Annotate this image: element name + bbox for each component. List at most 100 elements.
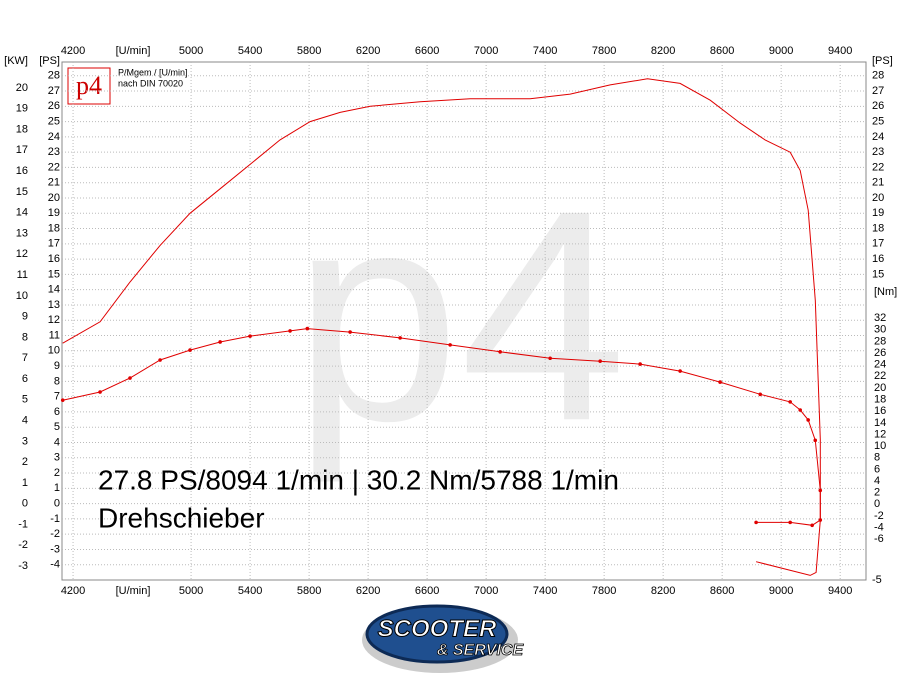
kw-axis-label: [KW] [4,55,28,67]
x-tick-label-top: 9000 [769,45,793,57]
y-tick-label: 2 [54,467,60,479]
data-point [788,400,792,404]
y-tick-label: 6 [54,406,60,418]
kw-tick-label: 19 [16,103,28,115]
nm-axis-label: [Nm] [874,286,897,298]
data-point [798,408,803,412]
x-tick-label: 8600 [710,585,734,597]
x-tick-label: 5800 [297,585,321,597]
kw-tick-label: -2 [18,539,28,551]
x-tick-label: 6600 [415,585,439,597]
y-tick-label: -4 [50,559,60,571]
y-tick-label: 7 [54,391,60,403]
kw-tick-label: 0 [22,498,28,510]
kw-tick-label: 15 [16,186,28,198]
y-tick-label: 9 [54,360,60,372]
data-point [98,390,102,394]
data-point [158,358,162,362]
x-tick-label-top: 7400 [533,45,557,57]
x-tick-label-top: 5000 [179,45,203,57]
y-tick-label: 18 [48,222,60,234]
kw-tick-label: 8 [22,331,28,343]
y-tick-label-right: 22 [872,161,884,173]
y-tick-label: 13 [48,299,60,311]
y-tick-label-right: -5 [872,574,882,586]
x-tick-label-top: 6200 [356,45,380,57]
series-line [62,328,821,526]
kw-tick-label: 10 [16,290,28,302]
y-tick-label-right: 16 [872,253,884,265]
y-tick-label-right: 23 [872,146,884,158]
kw-tick-label: 17 [16,144,28,156]
x-tick-label: 8200 [651,585,675,597]
x-tick-label: 6200 [356,585,380,597]
y-tick-label: -3 [50,543,60,555]
kw-tick-label: 1 [22,477,28,489]
y-tick-label: 22 [48,161,60,173]
kw-tick-label: 13 [16,227,28,239]
x-tick-label-top: 7000 [474,45,498,57]
legend-text: P/Mgem / [U/min] [118,67,188,77]
subtitle: Drehschieber [98,502,265,533]
data-point [60,398,65,402]
data-point [348,330,352,334]
y-tick-label: 5 [54,421,60,433]
nm-tick-label: 18 [874,393,886,405]
data-point [788,520,792,525]
y-tick-label: -1 [50,513,60,525]
kw-tick-label: 11 [17,269,28,281]
data-point [818,518,823,522]
x-tick-label-top: 8600 [710,45,734,57]
nm-tick-label: 16 [874,405,886,417]
y-tick-label: 19 [48,207,60,219]
data-point [128,376,132,380]
nm-tick-label: -6 [874,533,884,545]
y-tick-label: 16 [48,253,60,265]
y-tick-label: 11 [49,329,60,341]
ps-axis-label: [PS] [39,55,60,67]
nm-tick-label: 20 [874,382,886,394]
y-tick-label-right: 26 [872,100,884,112]
kw-tick-label: 16 [16,165,28,177]
x-tick-label-top: 7800 [592,45,616,57]
y-tick-label: 21 [48,177,60,189]
brand-badge [365,604,509,664]
nm-tick-label: 10 [874,440,886,452]
x-tick-label-top: 5800 [297,45,321,57]
y-tick-label-right: 28 [872,70,884,82]
data-point [548,356,552,361]
nm-tick-label: 32 [874,312,886,324]
y-tick-label: 8 [54,375,60,387]
kw-tick-label: 12 [16,248,28,260]
data-point [806,418,810,422]
kw-tick-label: 7 [22,352,28,364]
kw-tick-label: 4 [22,414,28,426]
y-tick-label: 24 [48,131,60,143]
brand-text: & SERVICE [437,642,525,659]
x-tick-label: 9000 [769,585,793,597]
y-tick-label: 10 [48,345,60,357]
y-tick-label: 1 [54,482,60,494]
data-point [398,336,402,340]
x-tick-label: 5000 [179,585,203,597]
data-point [305,326,310,331]
kw-tick-label: 9 [22,311,28,323]
annotation: 27.8 PS/8094 1/min | 30.2 Nm/5788 1/min [98,464,619,495]
y-tick-label-right: 19 [872,207,884,219]
nm-tick-label: -4 [874,522,884,534]
y-tick-label: 15 [48,268,60,280]
kw-tick-label: 14 [16,207,28,219]
y-tick-label-right: 21 [872,177,884,189]
y-tick-label-right: 18 [872,222,884,234]
legend-text: nach DIN 70020 [118,78,183,88]
nm-tick-label: 22 [874,370,886,382]
x-tick-label: 7800 [592,585,616,597]
x-tick-label-top: 4200 [61,45,85,57]
plot-area [61,61,867,581]
nm-tick-label: 8 [874,452,880,464]
nm-tick-label: 28 [874,335,886,347]
y-tick-label: 28 [48,70,60,82]
x-tick-label-top: 9400 [828,45,852,57]
nm-tick-label: 12 [874,428,886,440]
kw-tick-label: 20 [16,82,28,94]
